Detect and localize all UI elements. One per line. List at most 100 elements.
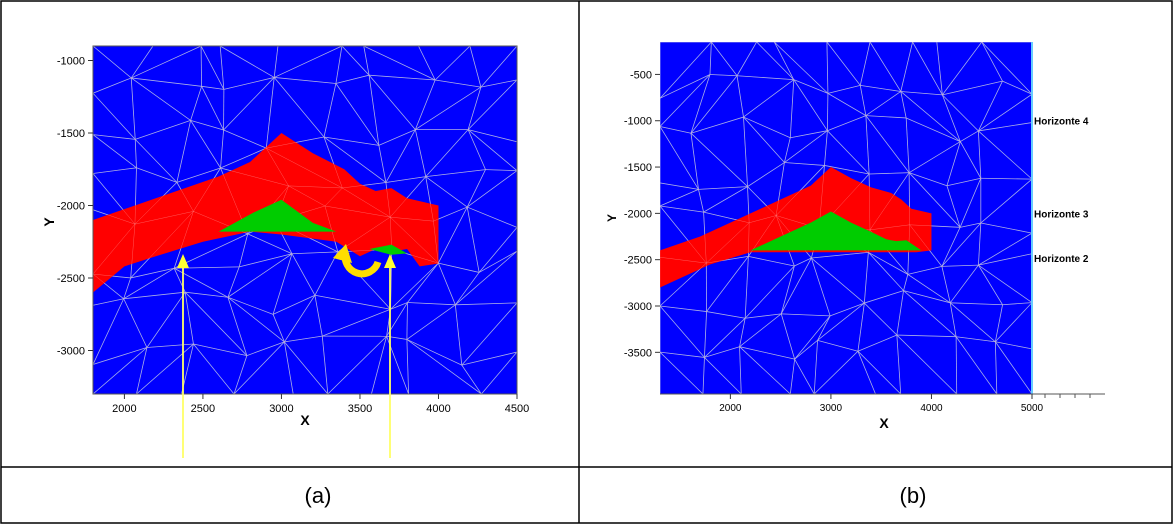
mesh-edge: [869, 224, 910, 231]
mesh-edge: [390, 216, 434, 222]
mesh-edge: [461, 302, 517, 366]
mesh-edge: [942, 80, 1003, 96]
mesh-edge: [467, 129, 486, 170]
mesh-edge: [790, 359, 795, 394]
mesh-edge: [739, 346, 742, 394]
x-tick-label: 2000: [112, 403, 136, 415]
mesh-edge: [435, 79, 481, 88]
mesh-edge: [335, 46, 343, 84]
mesh-edge: [406, 339, 409, 394]
mesh-edge: [857, 351, 876, 394]
mesh-edge: [468, 129, 517, 143]
mesh-edge: [775, 165, 825, 216]
mesh-edge: [480, 79, 517, 88]
mesh-edge: [706, 256, 749, 264]
mesh-edge: [415, 129, 426, 177]
y-tick-label: -3000: [624, 301, 652, 313]
mesh-edge: [703, 211, 750, 224]
mesh-edge: [907, 266, 942, 275]
mesh-edge: [406, 339, 482, 394]
mesh-edge: [711, 42, 738, 76]
y-tick-label: -2000: [57, 201, 85, 213]
mesh-edge: [238, 233, 248, 267]
mesh-edge: [698, 186, 748, 190]
mesh-edge: [743, 116, 791, 139]
x-tick-label: 3500: [348, 403, 372, 415]
mesh-edge: [817, 302, 865, 341]
panel-b-y-label: Y: [605, 214, 619, 222]
mesh-edge: [136, 167, 177, 183]
mesh-edge: [284, 295, 316, 343]
mesh-edge: [425, 176, 468, 208]
mesh-edge: [425, 176, 434, 222]
mesh-edge: [134, 167, 137, 225]
mesh-edge: [455, 304, 463, 366]
mesh-edge: [220, 167, 289, 187]
mesh-edge: [223, 77, 275, 90]
mesh-edge: [93, 209, 136, 225]
mesh-edge: [93, 298, 124, 306]
mesh-edge: [368, 75, 380, 146]
mesh-edge: [941, 264, 979, 267]
mesh-edge: [978, 222, 982, 266]
mesh-edge: [322, 336, 329, 394]
mesh-edge: [660, 205, 704, 213]
mesh-edge: [438, 206, 468, 264]
mesh-edge: [136, 343, 194, 394]
mesh-edge: [369, 74, 436, 81]
panel-b-ticks: 2000 3000 4000 5000 -500 -1000 -1500 -2000 -2500…: [624, 69, 1091, 414]
mesh-edge: [860, 85, 867, 116]
mesh-edge: [660, 351, 704, 394]
mesh-edge: [811, 257, 831, 316]
x-tick-label: 3000: [269, 403, 293, 415]
mesh-edge: [868, 252, 908, 275]
panel-a-y-label: Y: [41, 217, 57, 227]
mesh-edge: [942, 94, 979, 132]
mesh-edge: [233, 341, 285, 394]
mesh-edge: [134, 182, 178, 225]
mesh-edge: [704, 318, 746, 358]
mesh-edge: [744, 265, 795, 319]
mesh-edge: [790, 130, 828, 139]
mesh-edge: [478, 227, 517, 273]
mesh-edge: [660, 126, 692, 134]
mesh-edge: [793, 79, 829, 94]
mesh-edge: [185, 291, 228, 298]
mesh-edge: [220, 147, 267, 169]
panel-a-ticks: 2000 2500 3000 3500 4000 4500 -1000 -1500 -2000 -…: [57, 56, 529, 416]
mesh-edge: [288, 185, 343, 189]
mesh-edge: [274, 46, 343, 78]
mesh-edge: [467, 129, 517, 171]
mesh-edge: [980, 178, 1032, 224]
mesh-edge: [136, 347, 148, 394]
mesh-edge: [960, 130, 979, 142]
mesh-edge: [220, 46, 275, 78]
mesh-edge: [749, 215, 777, 224]
mesh-edge: [790, 79, 795, 138]
mesh-edge: [93, 46, 132, 79]
mesh-edge: [784, 162, 825, 166]
mesh-edge: [830, 302, 865, 317]
mesh-edge: [93, 93, 136, 140]
mesh-edge: [123, 277, 131, 299]
mesh-edge: [706, 311, 746, 319]
mesh-edge: [406, 302, 408, 340]
mesh-edge: [978, 232, 1032, 266]
mesh-edge: [390, 302, 408, 310]
mesh-edge: [467, 79, 517, 130]
mesh-edge: [865, 115, 870, 175]
mesh-edge: [201, 86, 224, 131]
mesh-edge: [978, 93, 1032, 132]
mesh-edge: [190, 120, 224, 131]
mesh-edge: [660, 182, 699, 190]
mesh-edge: [956, 336, 996, 343]
mesh-edge: [123, 268, 175, 299]
mesh-edge: [814, 351, 859, 394]
mesh-edge: [907, 274, 951, 304]
mesh-edge: [130, 211, 194, 279]
mesh-edge: [93, 273, 124, 299]
mesh-edge: [335, 74, 370, 84]
mesh-edge: [703, 186, 748, 213]
mesh-edge: [425, 169, 486, 177]
mesh-edge: [193, 167, 221, 212]
